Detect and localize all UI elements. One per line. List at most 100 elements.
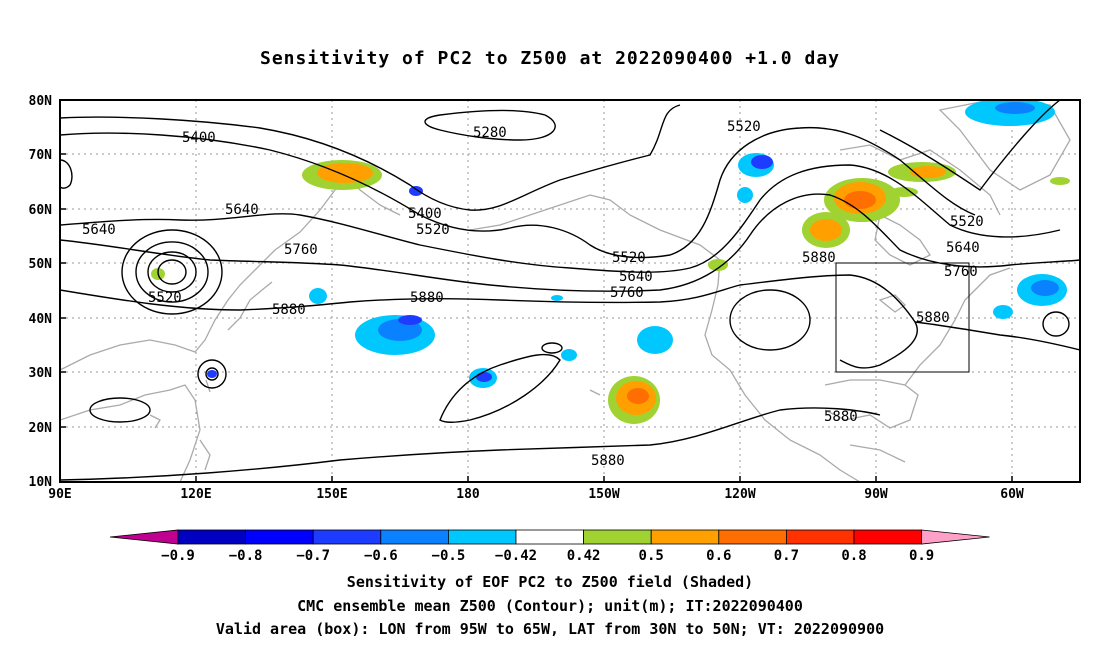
lon-label: 90E: [48, 487, 71, 502]
lon-label: 60W: [1000, 487, 1024, 502]
colorbar-swatch: [380, 529, 449, 545]
lon-label: 120W: [724, 487, 755, 502]
gulf-coast: [824, 379, 919, 429]
colorbar-label: −0.5: [432, 548, 466, 564]
contour-label: 5880: [410, 290, 444, 306]
colorbar-label: −0.42: [495, 548, 537, 564]
great-lakes: [878, 294, 907, 313]
neg-blob-5-core: [995, 102, 1035, 114]
neg-blob-13: [551, 295, 563, 301]
z500-contours: [60, 100, 1080, 481]
valid-area-box: [835, 262, 970, 373]
taiwan: [205, 379, 211, 393]
gridlines: [60, 100, 1080, 482]
colorbar-label: 0.8: [841, 548, 866, 564]
central-america: [819, 454, 861, 482]
lat-label: 70N: [29, 148, 53, 163]
contour-label: 5640: [225, 202, 259, 218]
colorbar-high-extend: [921, 529, 990, 545]
contour-label: 5880: [591, 453, 625, 469]
contour-label: 5640: [82, 222, 116, 238]
typhoon-circle-2: [197, 359, 227, 389]
contour-label: 5880: [802, 250, 836, 266]
neg-blob-10: [409, 186, 423, 196]
colorbar-swatch: [447, 529, 517, 545]
hudson-bay: [874, 214, 931, 266]
neg-blob-12: [207, 370, 217, 378]
caption-line-1: Sensitivity of EOF PC2 to Z500 field (Sh…: [346, 573, 754, 591]
colorbar-labels: −0.9 −0.8 −0.7 −0.6 −0.5 −0.42 0.42 0.5 0.6 0.7 0.…: [161, 548, 934, 564]
contour-5280: [424, 109, 556, 141]
contour-5880-e: [914, 321, 1080, 351]
contour-labels: 5400 5280 5520 5640 5640 5400 5520 5760 …: [82, 119, 984, 469]
colorbar-low-extend: [109, 529, 179, 545]
pos-blob-5-inner: [627, 388, 649, 404]
neg-blob-4: [737, 187, 753, 203]
map-border: [59, 99, 1081, 483]
cuba: [849, 444, 906, 463]
contour-5880: [60, 274, 918, 369]
colorbar-label: −0.8: [229, 548, 263, 564]
colorbar-label: 0.5: [639, 548, 664, 564]
contour-5880-south: [439, 353, 561, 423]
colorbar-swatch: [583, 529, 652, 545]
contour-label: 5880: [272, 302, 306, 318]
lon-axis-labels: 90E 120E 150E 180 150W 120W 90W 60W: [48, 487, 1024, 502]
philippines: [199, 439, 211, 471]
contour-label: 5400: [182, 130, 216, 146]
lat-label: 10N: [29, 475, 53, 490]
neg-blob-9: [309, 288, 327, 304]
alaska-coast: [469, 194, 721, 261]
pos-blob-2-inner: [844, 191, 876, 209]
hainan: [149, 414, 161, 429]
lat-label: 20N: [29, 421, 53, 436]
contour-label: 5520: [416, 222, 450, 238]
colorbar-swatch: [786, 529, 855, 545]
lat-label: 80N: [29, 94, 53, 109]
colorbar-label: −0.6: [364, 548, 398, 564]
contour-label: 5760: [944, 264, 978, 280]
colorbar-label: 0.42: [567, 548, 601, 564]
caption-line-3: Valid area (box): LON from 95W to 65W, L…: [215, 620, 885, 638]
neg-blob-3-core: [751, 155, 773, 169]
japan: [227, 281, 273, 331]
lat-label: 40N: [29, 312, 53, 327]
pos-blob-3-core: [810, 219, 842, 241]
contour-5520-w: [60, 126, 976, 259]
map-area: [60, 100, 1080, 482]
contour-label: 5640: [619, 269, 653, 285]
pos-blob-9: [890, 187, 918, 197]
colorbar-label: 0.6: [706, 548, 731, 564]
low-circle-1: [157, 259, 187, 285]
neg-blob-2-core: [476, 372, 492, 382]
pos-blob-4-core: [910, 166, 946, 178]
pos-blob-8: [1050, 177, 1070, 185]
neg-blob-1-inner: [398, 315, 422, 325]
lon-label: 90W: [864, 487, 888, 502]
neg-blob-8: [637, 326, 673, 354]
colorbar-label: −0.9: [161, 548, 195, 564]
pos-blob-7: [708, 259, 728, 271]
colorbar-swatch: [177, 529, 246, 545]
lon-ticks: [195, 476, 1013, 482]
high-circle-1: [89, 397, 151, 423]
colorbar-swatch: [245, 529, 314, 545]
shaded-sensitivity: [151, 100, 1070, 424]
lat-label: 60N: [29, 203, 53, 218]
lon-label: 120E: [180, 487, 211, 502]
contour-label: 5520: [727, 119, 761, 135]
neg-blob-11: [561, 349, 577, 361]
colorbar-swatch: [853, 529, 922, 545]
contour-5400-w: [60, 104, 681, 211]
small-closed-2: [541, 342, 563, 354]
lat-label: 50N: [29, 257, 53, 272]
contour-label: 5520: [612, 250, 646, 266]
map-title: Sensitivity of PC2 to Z500 at 2022090400…: [259, 48, 840, 69]
lat-axis-labels: 80N 70N 60N 50N 40N 30N 20N 10N: [29, 94, 53, 490]
contour-label: 5760: [284, 242, 318, 258]
contour-5760: [60, 193, 1080, 292]
contour-label: 5400: [408, 206, 442, 222]
contour-label: 5880: [916, 310, 950, 326]
contour-5640: [60, 164, 1061, 273]
typhoon-circle-1: [205, 367, 219, 381]
